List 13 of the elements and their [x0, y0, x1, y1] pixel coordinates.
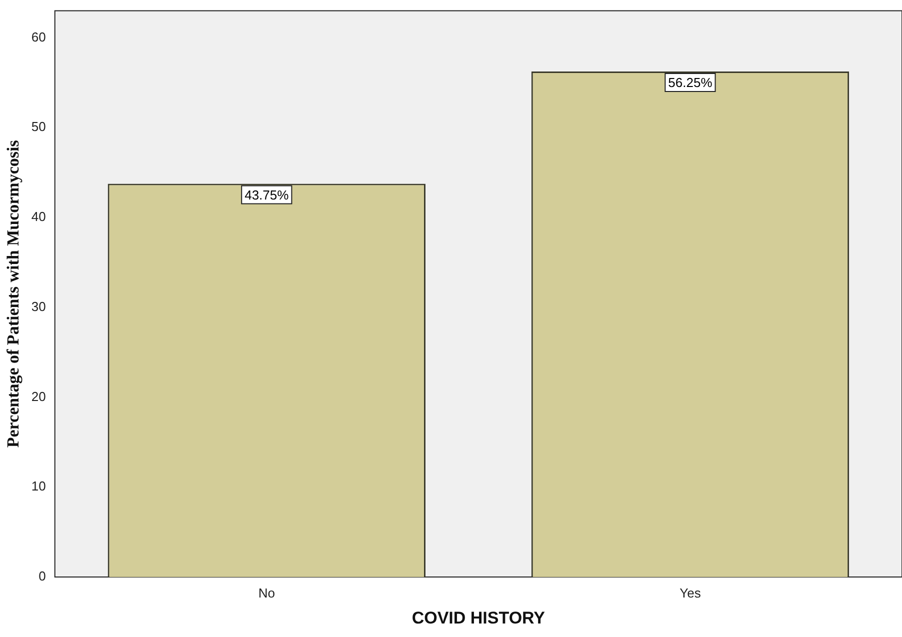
y-axis-title: Percentage of Patients with Mucormycosis [4, 140, 23, 448]
y-tick-label: 50 [31, 119, 46, 134]
y-tick-label: 40 [31, 209, 46, 224]
x-axis-title: COVID HISTORY [412, 608, 546, 628]
y-tick-label: 30 [31, 298, 46, 314]
y-tick-label: 0 [38, 568, 46, 584]
y-tick-label: 60 [31, 29, 46, 44]
x-tick-label: Yes [680, 585, 702, 600]
y-tick-label: 10 [31, 478, 46, 494]
y-tick-label: 20 [31, 388, 46, 404]
x-tick-label: No [258, 585, 275, 600]
data-label: 43.75% [244, 187, 290, 202]
data-label: 56.25% [668, 75, 713, 90]
